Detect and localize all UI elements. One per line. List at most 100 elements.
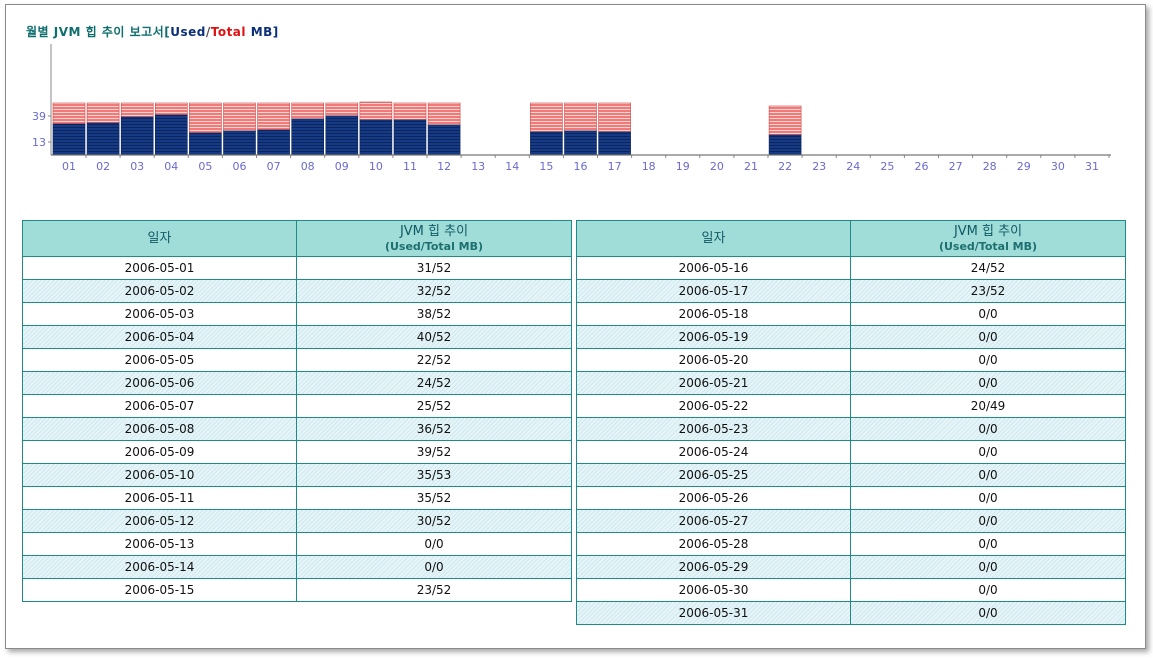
bar-used-01 — [52, 123, 86, 156]
date-cell: 2006-05-15 — [22, 578, 297, 602]
table-row: 2006-05-25 0/0 — [576, 463, 1126, 487]
bar-total-16 — [564, 102, 597, 132]
table-row: 2006-05-04 40/52 — [22, 325, 572, 349]
trend-column-header: JVM 힙 추이 (Used/Total MB) — [296, 220, 572, 257]
bar-used-17 — [598, 131, 631, 156]
x-tick-label: 05 — [198, 160, 212, 173]
heap-value-cell: 0/0 — [850, 302, 1126, 326]
x-tick-label: 06 — [233, 160, 247, 173]
bar-used-12 — [427, 124, 461, 156]
table-row: 2006-05-11 35/52 — [22, 486, 572, 510]
bar-used-07 — [257, 129, 290, 156]
date-cell: 2006-05-13 — [22, 532, 297, 556]
table-row: 2006-05-28 0/0 — [576, 532, 1126, 556]
date-cell: 2006-05-31 — [576, 601, 851, 625]
date-cell: 2006-05-03 — [22, 302, 297, 326]
heap-value-cell: 36/52 — [296, 417, 572, 441]
heap-value-cell: 38/52 — [296, 302, 572, 326]
x-tick-label: 24 — [846, 160, 860, 173]
bar-used-06 — [223, 130, 256, 156]
x-tick-label: 07 — [267, 160, 281, 173]
title-total: Total — [210, 25, 247, 39]
bar-used-02 — [86, 122, 120, 156]
heap-value-cell: 23/52 — [850, 279, 1126, 303]
x-tick-label: 01 — [62, 160, 76, 173]
date-cell: 2006-05-20 — [576, 348, 851, 372]
bar-used-22 — [768, 134, 802, 156]
table-row: 2006-05-23 0/0 — [576, 417, 1126, 441]
x-tick-label: 28 — [983, 160, 997, 173]
x-tick-label: 18 — [642, 160, 656, 173]
bar-total-01 — [52, 102, 86, 125]
bar-total-22 — [768, 105, 802, 136]
table-row: 2006-05-07 25/52 — [22, 394, 572, 418]
table-row: 2006-05-22 20/49 — [576, 394, 1126, 418]
title-used: Used — [170, 25, 206, 39]
bar-total-17 — [598, 102, 631, 133]
bar-used-10 — [359, 119, 393, 156]
table-row: 2006-05-18 0/0 — [576, 302, 1126, 326]
table-row: 2006-05-27 0/0 — [576, 509, 1126, 533]
heap-value-cell: 23/52 — [296, 578, 572, 602]
date-cell: 2006-05-17 — [576, 279, 851, 303]
x-tick-label: 29 — [1017, 160, 1031, 173]
x-tick-label: 16 — [574, 160, 588, 173]
table-row: 2006-05-31 0/0 — [576, 601, 1126, 625]
heap-value-cell: 32/52 — [296, 279, 572, 303]
x-tick-label: 12 — [437, 160, 451, 173]
date-cell: 2006-05-06 — [22, 371, 297, 395]
bar-total-04 — [155, 102, 188, 116]
heap-value-cell: 0/0 — [850, 532, 1126, 556]
date-cell: 2006-05-23 — [576, 417, 851, 441]
heap-value-cell: 30/52 — [296, 509, 572, 533]
bar-used-16 — [564, 130, 597, 156]
table-row: 2006-05-13 0/0 — [22, 532, 572, 556]
x-tick-label: 15 — [539, 160, 553, 173]
date-cell: 2006-05-19 — [576, 325, 851, 349]
x-tick-label: 04 — [164, 160, 178, 173]
trend-column-header: JVM 힙 추이 (Used/Total MB) — [850, 220, 1126, 257]
bar-total-15 — [530, 102, 563, 133]
table-header-row: 일자 JVM 힙 추이 (Used/Total MB) — [22, 220, 572, 257]
x-tick-label: 21 — [744, 160, 758, 173]
table-row: 2006-05-01 31/52 — [22, 256, 572, 280]
table-row: 2006-05-06 24/52 — [22, 371, 572, 395]
heap-value-cell: 24/52 — [850, 256, 1126, 280]
date-cell: 2006-05-30 — [576, 578, 851, 602]
table-row: 2006-05-21 0/0 — [576, 371, 1126, 395]
x-tick-label: 10 — [369, 160, 383, 173]
date-cell: 2006-05-29 — [576, 555, 851, 579]
x-tick-label: 20 — [710, 160, 724, 173]
bar-total-09 — [325, 102, 359, 117]
daily-heap-table-left: 일자 JVM 힙 추이 (Used/Total MB) 2006-05-01 31/… — [22, 220, 572, 602]
daily-heap-table-right: 일자 JVM 힙 추이 (Used/Total MB) 2006-05-16 24/… — [576, 220, 1126, 625]
x-tick-label: 02 — [96, 160, 110, 173]
table-row: 2006-05-10 35/53 — [22, 463, 572, 487]
heap-value-cell: 35/53 — [296, 463, 572, 487]
date-cell: 2006-05-08 — [22, 417, 297, 441]
heap-value-cell: 0/0 — [850, 578, 1126, 602]
bar-total-03 — [120, 102, 154, 118]
report-title: 월별 JVM 힙 추이 보고서[Used/Total MB] — [26, 25, 279, 39]
y-tick-label: 13 — [32, 136, 46, 149]
date-cell: 2006-05-12 — [22, 509, 297, 533]
date-cell: 2006-05-28 — [576, 532, 851, 556]
table-row: 2006-05-17 23/52 — [576, 279, 1126, 303]
date-cell: 2006-05-26 — [576, 486, 851, 510]
table-row: 2006-05-15 23/52 — [22, 578, 572, 602]
date-cell: 2006-05-22 — [576, 394, 851, 418]
x-tick-label: 25 — [880, 160, 894, 173]
bar-used-11 — [393, 119, 427, 156]
table-header-row: 일자 JVM 힙 추이 (Used/Total MB) — [576, 220, 1126, 257]
x-tick-label: 09 — [335, 160, 349, 173]
heap-value-cell: 40/52 — [296, 325, 572, 349]
bar-total-08 — [291, 102, 325, 120]
table-row: 2006-05-24 0/0 — [576, 440, 1126, 464]
heap-value-cell: 0/0 — [850, 417, 1126, 441]
x-tick-label: 03 — [130, 160, 144, 173]
heap-value-cell: 0/0 — [850, 463, 1126, 487]
bar-total-11 — [393, 102, 427, 121]
heap-value-cell: 0/0 — [296, 532, 572, 556]
table-row: 2006-05-16 24/52 — [576, 256, 1126, 280]
heap-value-cell: 24/52 — [296, 371, 572, 395]
